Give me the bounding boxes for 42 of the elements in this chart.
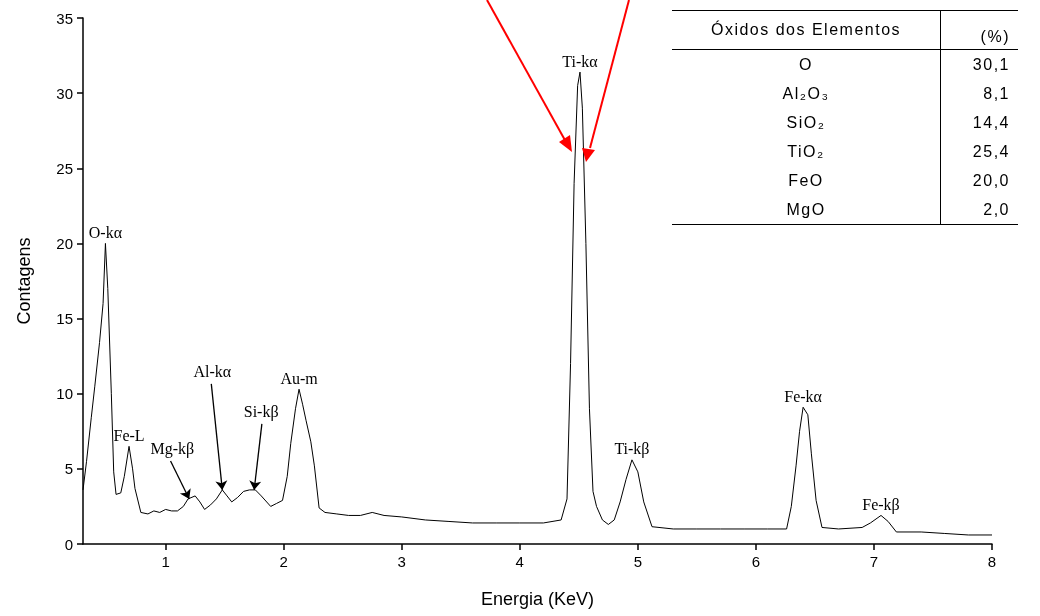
text: 25,4 (972, 142, 1010, 160)
category-label: FeO (672, 166, 941, 195)
y-tick-label: 35 (56, 9, 73, 27)
y-tick-label: 15 (56, 310, 73, 328)
annotation: Fe-kα (784, 387, 823, 405)
annotation: Fe-kβ (862, 495, 900, 514)
x-tick-label: 1 (161, 553, 170, 570)
x-tick-label: 7 (869, 553, 879, 570)
annotation: O-kα (88, 223, 123, 241)
annotation: Al-kα (193, 363, 232, 381)
annotation: Fe-L (113, 426, 145, 444)
text: (%) (979, 27, 1011, 47)
x-tick-label: 3 (397, 553, 406, 570)
category-label: Al₂O₃ (672, 79, 941, 108)
annotation: Si-kβ (243, 403, 279, 422)
x-tick-label: 6 (751, 553, 761, 570)
category-label: TiO₂ (672, 137, 941, 166)
x-tick-label: 2 (279, 553, 288, 570)
category-label: SiO₂ (672, 108, 941, 137)
x-tick-label: 4 (515, 553, 524, 570)
y-tick-label: 5 (64, 460, 73, 478)
y-tick-label: 10 (56, 385, 73, 403)
x-axis-title: Energia (KeV) (480, 589, 595, 609)
x-tick-label: 5 (633, 553, 643, 570)
text: 8,1 (983, 84, 1010, 102)
text: 14,4 (972, 113, 1010, 131)
y-axis-title: Contagens (14, 237, 34, 325)
text: 2,0 (983, 200, 1010, 218)
annotation: Ti-kα (562, 52, 599, 70)
y-tick-label: 25 (56, 159, 73, 177)
y-tick-label: 20 (56, 234, 73, 252)
y-tick-label: 30 (56, 84, 73, 102)
annotation: Ti-kβ (614, 440, 650, 459)
annotation: Mg-kβ (150, 440, 195, 459)
category-label: MgO (672, 195, 941, 225)
x-tick-label: 8 (987, 553, 997, 570)
category-label: O (672, 49, 941, 79)
text: 30,1 (972, 55, 1010, 73)
y-tick-label: 0 (64, 535, 73, 553)
annotation: Au-m (280, 369, 319, 387)
text: Óxidos dos Elementos (672, 10, 941, 50)
text: 20,0 (972, 171, 1010, 189)
